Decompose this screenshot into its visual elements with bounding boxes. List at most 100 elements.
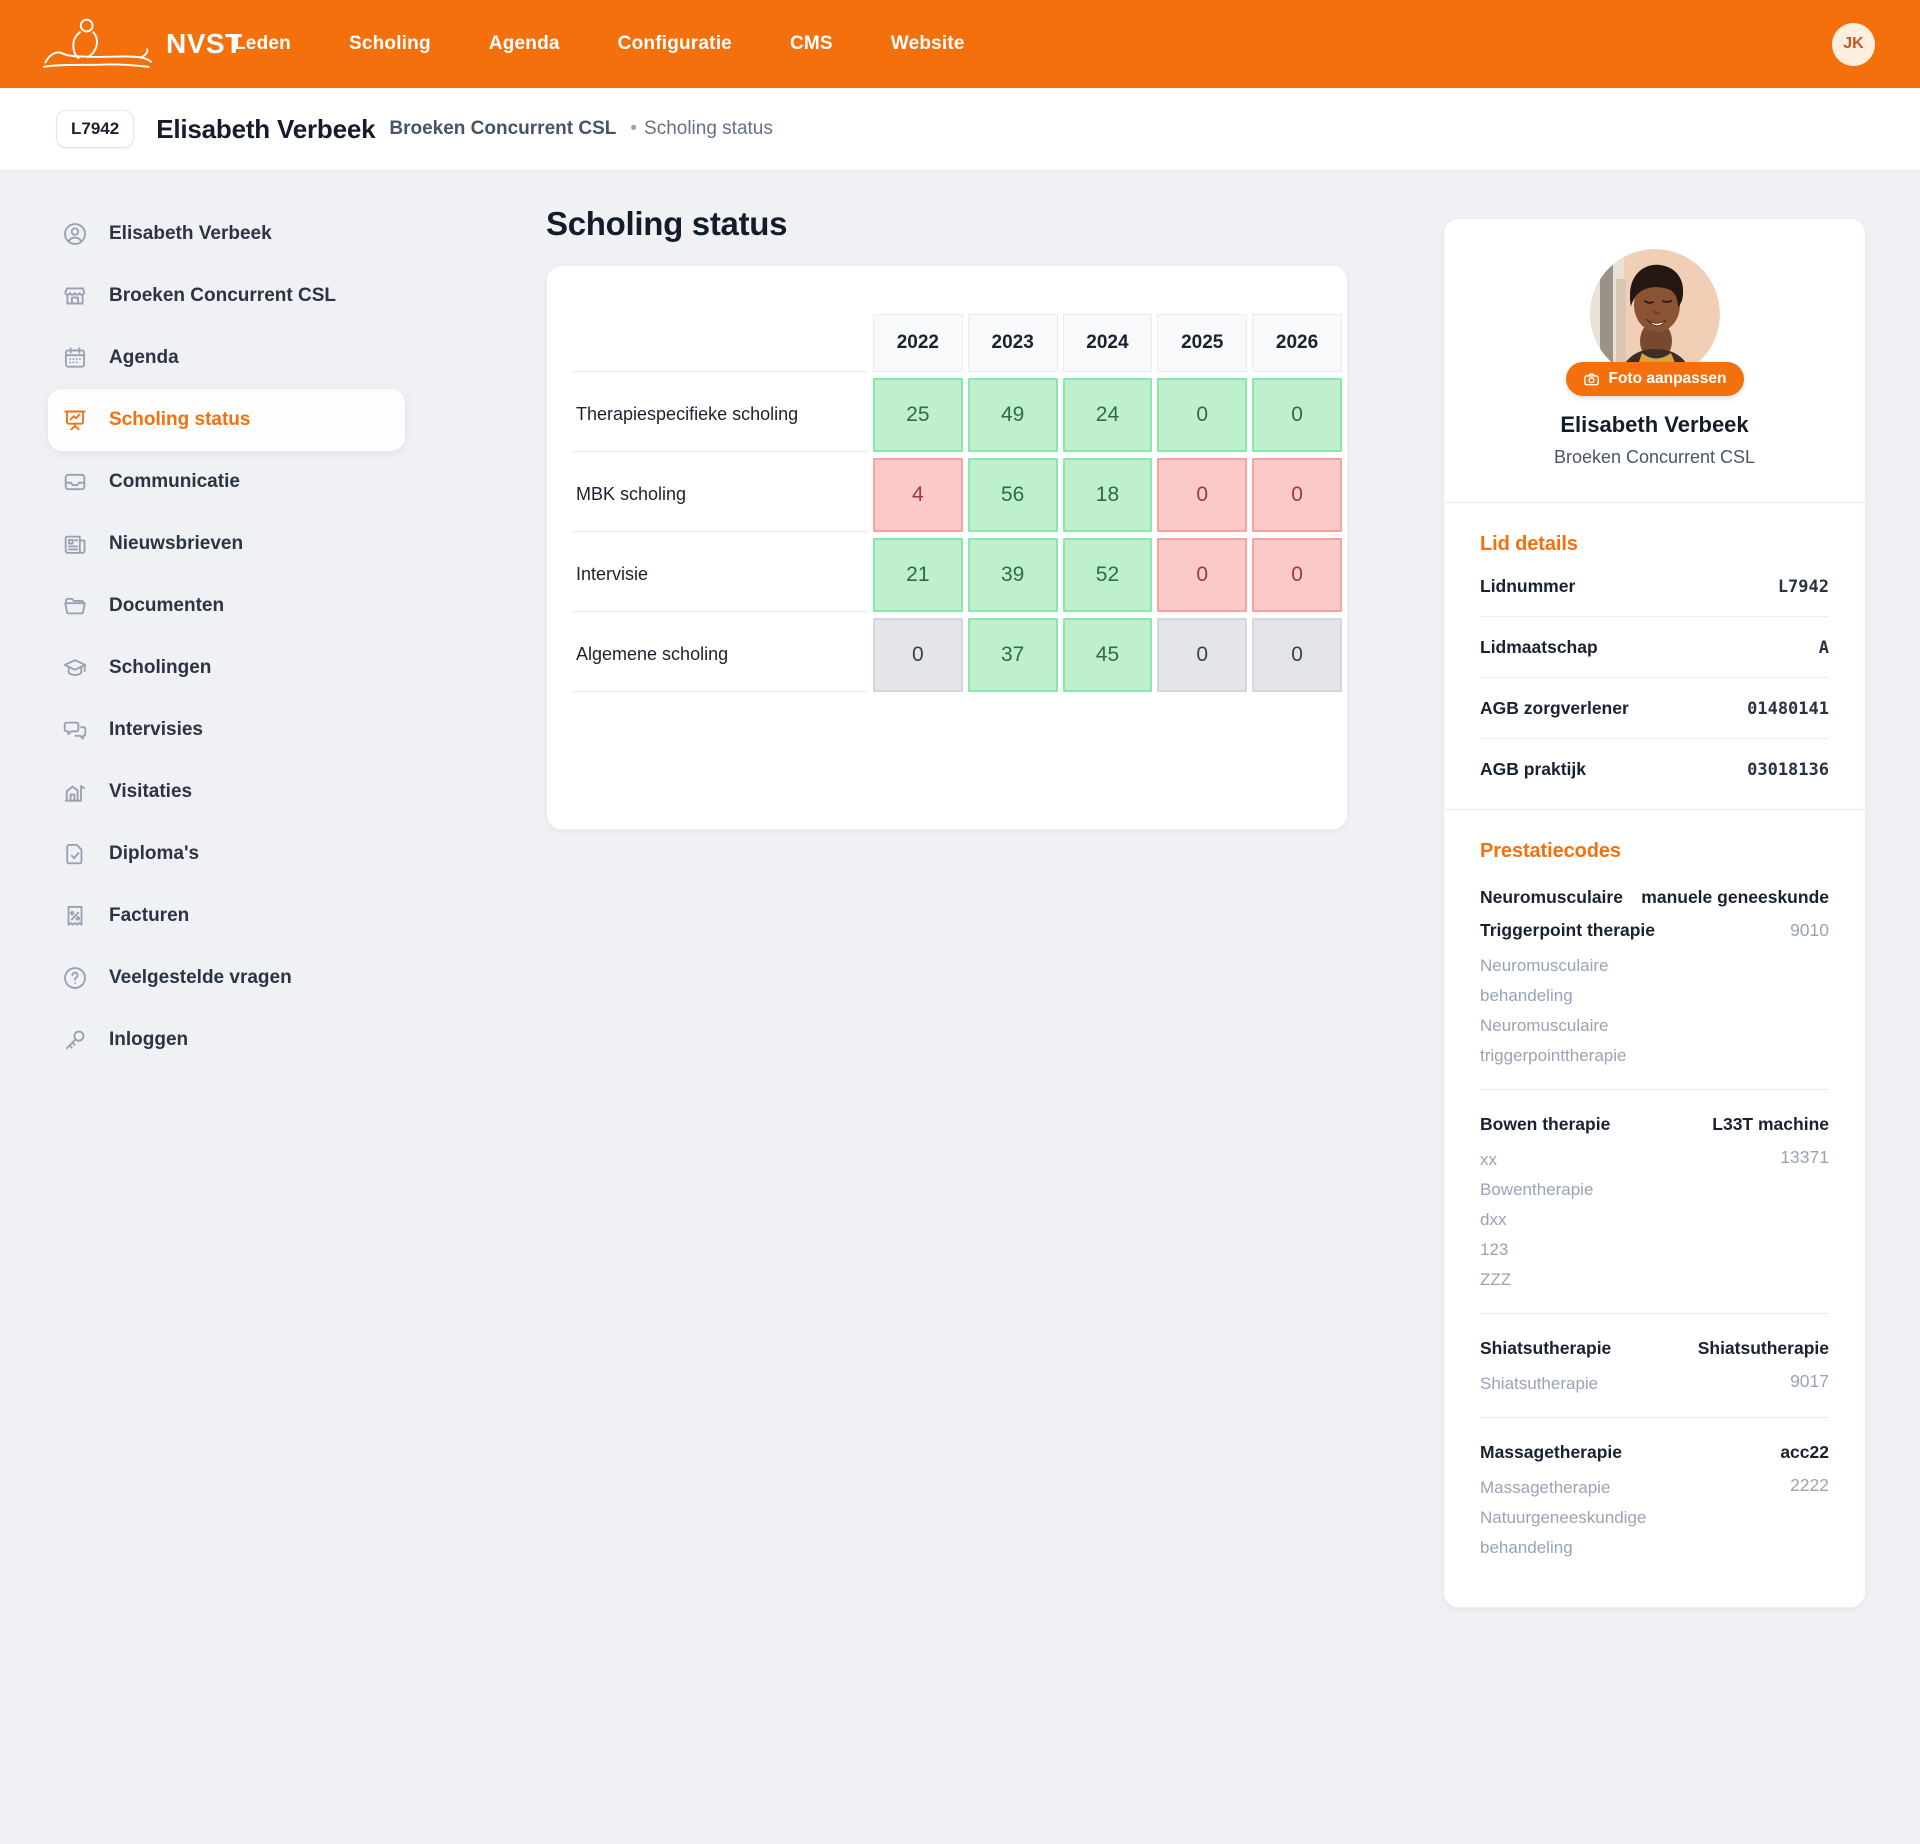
sidebar-item-scholingen[interactable]: Scholingen (48, 637, 405, 699)
building-visit-icon (62, 779, 88, 805)
user-avatar[interactable]: JK (1832, 22, 1875, 66)
status-cell-ok: 0 (1157, 378, 1248, 452)
profile-header: Foto aanpassen Elisabeth Verbeek Broeken… (1444, 219, 1865, 503)
member-profile-card: Foto aanpassen Elisabeth Verbeek Broeken… (1443, 218, 1866, 1608)
prestatiecode-number: 9010 (1790, 920, 1829, 940)
table-row: MBK scholing 4 56 18 0 0 (572, 458, 1342, 532)
brand-logo[interactable]: NVST (38, 15, 242, 73)
prestatiecode-category: L33T machine (1712, 1114, 1829, 1134)
profile-photo (1589, 249, 1720, 379)
table-header-year-2025: 2025 (1157, 314, 1248, 372)
lid-detail-row: AGB zorgverlener 01480141 (1480, 678, 1829, 739)
sidebar-item-label: Veelgestelde vragen (109, 967, 292, 988)
sidebar-item-communicatie[interactable]: Communicatie (48, 451, 405, 513)
newspaper-icon (62, 531, 88, 557)
lid-detail-value: A (1818, 637, 1829, 658)
sidebar-item-scholing-status[interactable]: Scholing status (48, 389, 405, 451)
page-title: Scholing status (546, 205, 788, 242)
sidebar-item-inloggen[interactable]: Inloggen (48, 1009, 405, 1071)
sidebar-item-label: Scholingen (109, 657, 212, 678)
lid-detail-label: Lidmaatschap (1480, 637, 1598, 657)
nav-item-configuratie[interactable]: Configuratie (617, 33, 732, 54)
prestatiecode-entry: Neuromusculaire Triggerpoint therapie Neu… (1480, 863, 1829, 1090)
table-row: Intervisie 21 39 52 0 0 (572, 538, 1342, 612)
key-icon (62, 1027, 88, 1053)
row-label: Intervisie (572, 538, 868, 612)
breadcrumb-separator: • (630, 118, 638, 139)
prestatiecode-title: Shiatsutherapie (1480, 1338, 1612, 1358)
status-cell-ok: 37 (967, 618, 1058, 692)
sidebar-item-label: Scholing status (109, 409, 251, 430)
prestatiecode-sublines: xx Bowentherapie dxx 123 ZZZ (1480, 1145, 1698, 1295)
status-cell-alert: 0 (1157, 458, 1248, 532)
prestatiecodes-section: Prestatiecodes Neuromusculaire Triggerpo… (1444, 809, 1865, 1607)
lid-details-heading: Lid details (1480, 533, 1578, 555)
prestatiecode-sublines: Massagetherapie Natuurgeneeskundige behan… (1480, 1473, 1698, 1563)
table-header-row: 2022 2023 2024 2025 2026 (572, 314, 1342, 372)
sidebar-item-nieuwsbrieven[interactable]: Nieuwsbrieven (48, 513, 405, 575)
member-id-badge: L7942 (56, 110, 135, 148)
status-cell-ok: 56 (967, 458, 1058, 532)
status-cell-ok: 39 (967, 538, 1058, 612)
sidebar-item-label: Nieuwsbrieven (109, 533, 244, 554)
status-cell-ok: 24 (1062, 378, 1153, 452)
prestatiecodes-heading: Prestatiecodes (1480, 840, 1621, 862)
sidebar-item-documenten[interactable]: Documenten (48, 575, 405, 637)
table-header-year-2022: 2022 (872, 314, 963, 372)
prestatiecode-subline: ZZZ (1480, 1270, 1512, 1289)
nav-item-scholing[interactable]: Scholing (348, 33, 431, 54)
prestatiecode-title: Neuromusculaire Triggerpoint therapie (1480, 887, 1656, 940)
sidebar-item-label: Facturen (109, 905, 190, 926)
main-content: Scholing status 2022 2023 2024 2025 2026 Ther… (546, 205, 1348, 830)
prestatiecode-subline: Neuromusculaire triggerpointtherapie (1480, 1016, 1627, 1065)
sidebar-item-intervisies[interactable]: Intervisies (48, 699, 405, 761)
main-nav: Leden Scholing Agenda Configuratie CMS Websit… (234, 33, 965, 55)
sidebar-item-elisabeth-verbeek[interactable]: Elisabeth Verbeek (48, 203, 405, 265)
sidebar-item-label: Inloggen (109, 1029, 189, 1050)
chat-bubbles-icon (62, 717, 88, 743)
prestatiecode-subline: Massagetherapie (1480, 1478, 1611, 1497)
status-cell-neutral: 0 (1252, 618, 1342, 692)
status-cell-alert: 0 (1252, 538, 1342, 612)
academic-cap-icon (62, 655, 88, 681)
prestatiecode-category: Shiatsutherapie (1697, 1338, 1829, 1358)
sidebar-item-facturen[interactable]: Facturen (48, 885, 405, 947)
sidebar-item-label: Diploma's (109, 843, 200, 864)
nav-item-website[interactable]: Website (890, 33, 965, 54)
lid-detail-value: 03018136 (1747, 759, 1829, 780)
nav-item-leden[interactable]: Leden (234, 33, 291, 54)
prestatiecode-right-column: L33T machine 13371 (1712, 1108, 1829, 1174)
status-cell-ok: 18 (1062, 458, 1153, 532)
lid-detail-row: Lidmaatschap A (1480, 617, 1829, 678)
nav-item-cms[interactable]: CMS (789, 33, 833, 54)
prestatiecode-number: 9017 (1790, 1371, 1829, 1391)
table-row: Therapiespecifieke scholing 25 49 24 0 0 (572, 378, 1342, 452)
sidebar-item-broeken-concurrent-csl[interactable]: Broeken Concurrent CSL (48, 265, 405, 327)
sidebar: Elisabeth Verbeek Broeken Concurrent CSL A… (48, 203, 405, 1071)
prestatiecode-entry: Massagetherapie Massagetherapie Natuurgene… (1480, 1418, 1829, 1581)
sidebar-item-agenda[interactable]: Agenda (48, 327, 405, 389)
prestatiecode-subline: Neuromusculaire behandeling (1480, 956, 1609, 1005)
change-photo-button[interactable]: Foto aanpassen (1565, 362, 1744, 396)
prestatiecode-subline: 123 (1480, 1240, 1509, 1259)
top-navbar: NVST Leden Scholing Agenda Configuratie CMS W… (0, 0, 1920, 88)
prestatiecode-subline: Shiatsutherapie (1480, 1374, 1599, 1393)
scholing-status-table: 2022 2023 2024 2025 2026 Therapiespecifieke s… (567, 308, 1347, 698)
table-header-year-2024: 2024 (1062, 314, 1153, 372)
nav-item-agenda[interactable]: Agenda (488, 33, 560, 54)
breadcrumb-current-page: Scholing status (644, 118, 773, 139)
breadcrumb-company: Broeken Concurrent CSL (389, 118, 617, 139)
status-cell-ok: 52 (1062, 538, 1153, 612)
prestatiecode-title: Massagetherapie (1480, 1442, 1623, 1462)
prestatiecode-number: 2222 (1790, 1475, 1829, 1495)
sidebar-item-diploma-s[interactable]: Diploma's (48, 823, 405, 885)
sidebar-item-veelgestelde-vragen[interactable]: Veelgestelde vragen (48, 947, 405, 1009)
sidebar-item-label: Intervisies (109, 719, 203, 740)
prestatiecode-sublines: Shiatsutherapie (1480, 1369, 1698, 1399)
status-cell-neutral: 0 (872, 618, 963, 692)
inbox-icon (62, 469, 88, 495)
lid-details-section: Lid details Lidnummer L7942 Lidmaatschap A A… (1444, 503, 1865, 809)
sidebar-item-visitaties[interactable]: Visitaties (48, 761, 405, 823)
prestatiecode-subline: Natuurgeneeskundige behandeling (1480, 1508, 1647, 1557)
breadcrumb-member-name: Elisabeth Verbeek (156, 113, 376, 144)
